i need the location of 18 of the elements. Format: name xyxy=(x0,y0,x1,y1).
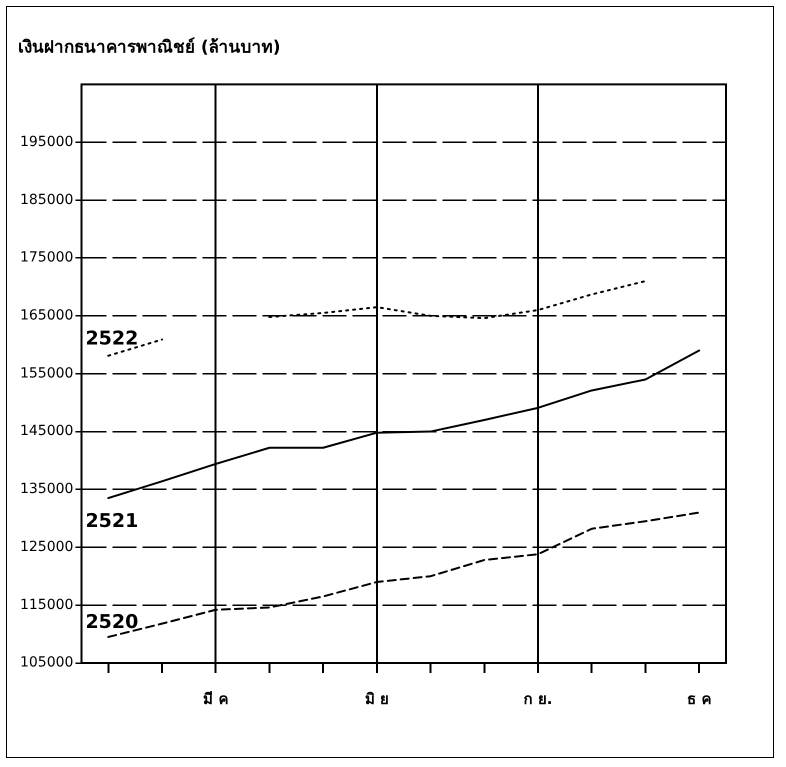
series-label: 2522 xyxy=(85,328,138,350)
y-tick-label: 175000 xyxy=(20,250,74,266)
y-tick-label: 155000 xyxy=(20,365,74,382)
y-tick-label: 125000 xyxy=(20,538,74,555)
x-tick-label: ธ ค xyxy=(687,690,712,708)
x-tick-label: มี ค xyxy=(203,690,228,708)
y-tick-label: 115000 xyxy=(20,596,74,613)
y-tick-label: 185000 xyxy=(20,192,74,208)
y-tick-label: 135000 xyxy=(20,481,74,498)
x-tick-label: มิ ย xyxy=(364,690,389,708)
chart-title: เงินฝากธนาคารพาณิชย์ (ล้านบาท) xyxy=(18,36,280,58)
y-tick-label: 145000 xyxy=(20,423,74,440)
y-tick-label: 105000 xyxy=(20,654,74,671)
series-label: 2521 xyxy=(85,510,138,532)
series-label: 2520 xyxy=(85,610,138,633)
y-tick-label: 165000 xyxy=(20,307,74,324)
x-tick-label: ก ย. xyxy=(524,690,552,708)
y-tick-label: 195000 xyxy=(20,134,74,150)
